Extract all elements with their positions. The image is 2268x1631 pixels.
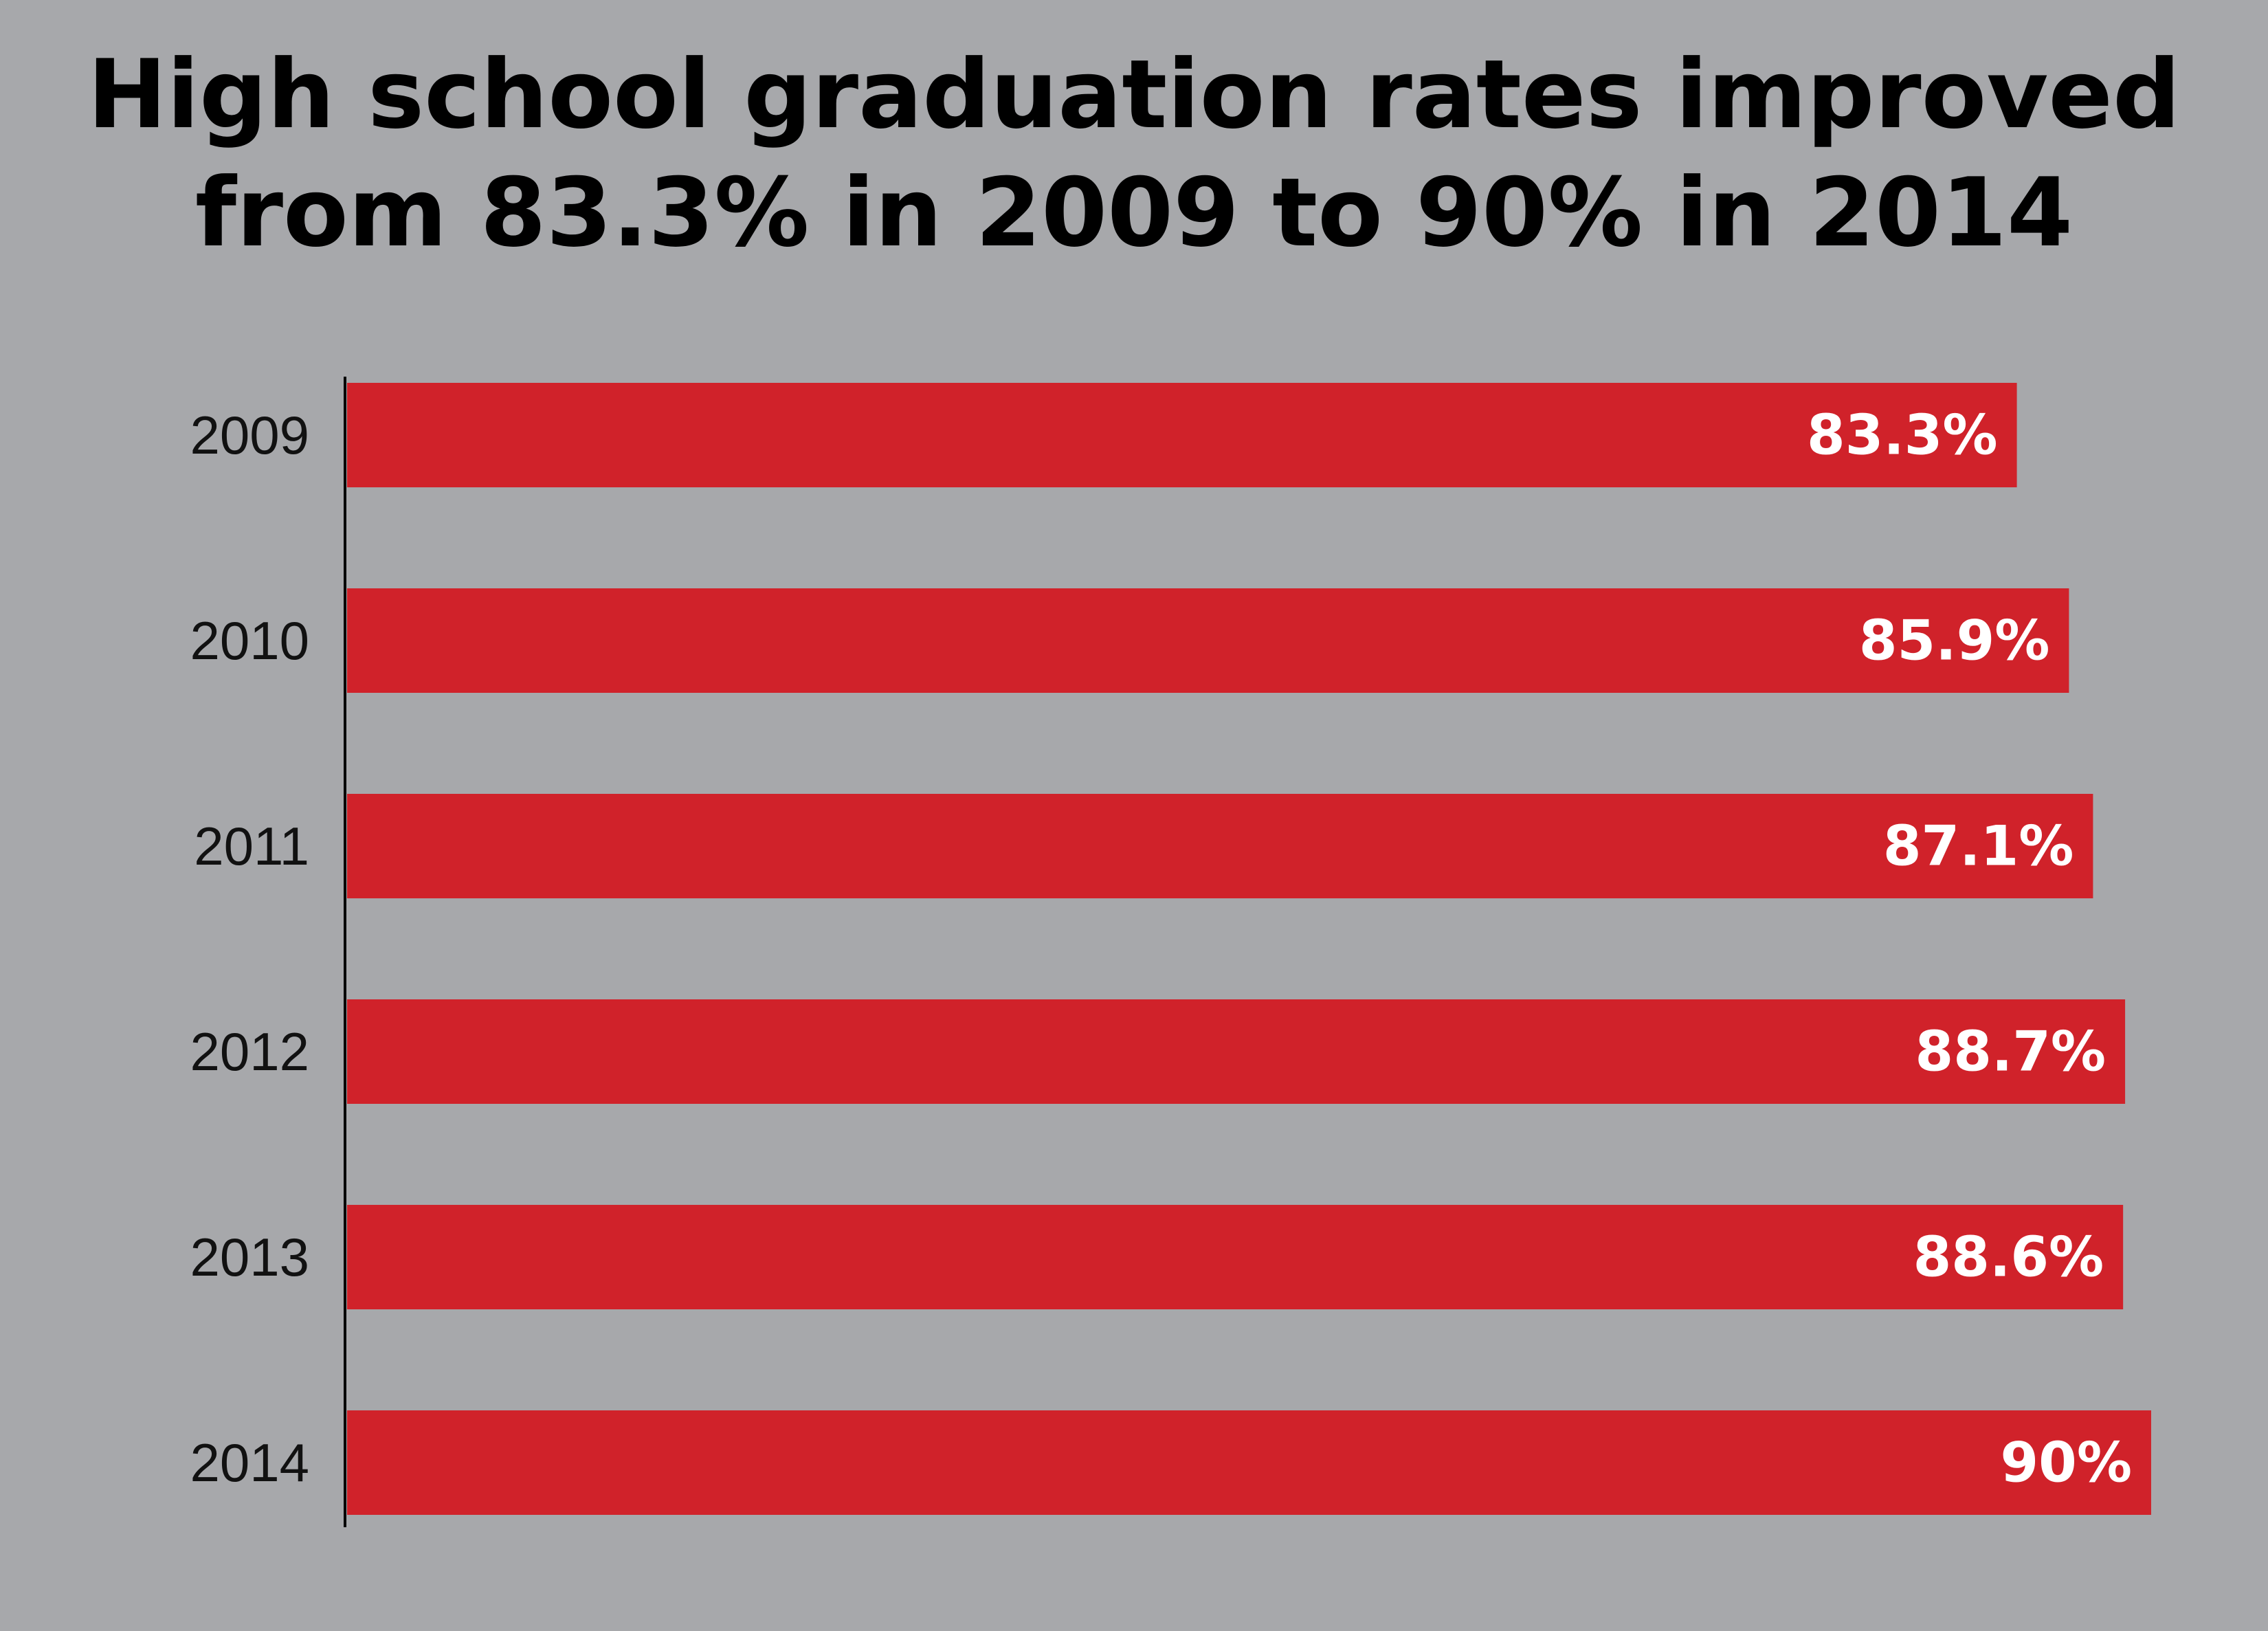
year-label-2013: 2013 — [190, 1227, 309, 1287]
bars-group — [347, 383, 2151, 1515]
value-label-2014: 90% — [2001, 1431, 2132, 1495]
value-label-2009: 83.3% — [1807, 403, 1998, 467]
year-label-2014: 2014 — [190, 1432, 309, 1493]
chart-title-line-1: High school graduation rates improved — [87, 39, 2181, 150]
bar-2014 — [347, 1410, 2151, 1515]
bar-2013 — [347, 1205, 2124, 1309]
bar-2010 — [347, 588, 2069, 693]
chart-title-line-2: from 83.3% in 2009 to 90% in 2014 — [194, 157, 2074, 268]
year-label-2011: 2011 — [194, 816, 309, 876]
year-label-2012: 2012 — [190, 1021, 309, 1082]
bar-2011 — [347, 794, 2093, 898]
year-labels-group: 2009 2010 2011 2012 2013 2014 — [190, 405, 309, 1493]
value-label-2010: 85.9% — [1859, 609, 2050, 673]
chart-title: High school graduation rates improved fr… — [0, 36, 2268, 272]
value-label-2013: 88.6% — [1913, 1225, 2104, 1289]
year-label-2010: 2010 — [190, 610, 309, 671]
bar-2009 — [347, 383, 2017, 487]
value-labels-group: 83.3% 85.9% 87.1% 88.7% 88.6% 90% — [1807, 403, 2132, 1495]
bar-2012 — [347, 999, 2126, 1104]
year-label-2009: 2009 — [190, 405, 309, 465]
value-label-2012: 88.7% — [1915, 1020, 2106, 1084]
value-label-2011: 87.1% — [1883, 814, 2074, 878]
